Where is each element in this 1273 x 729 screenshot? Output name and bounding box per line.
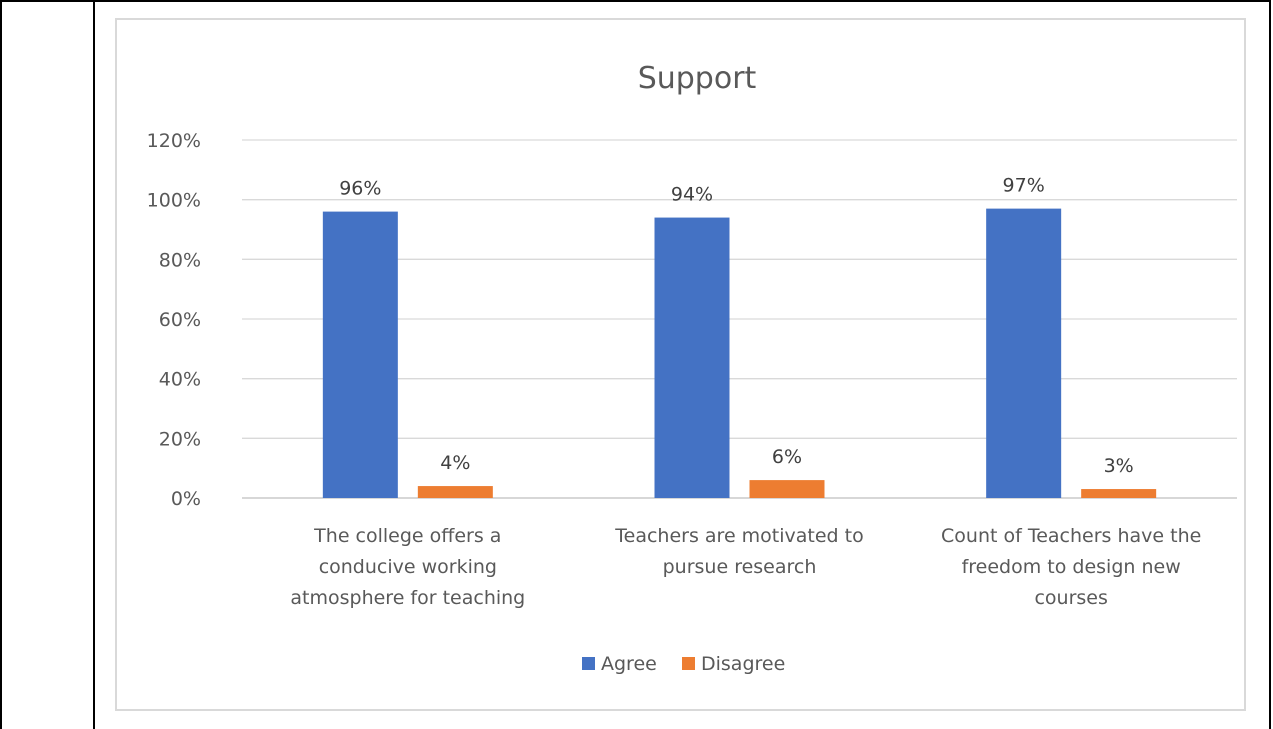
x-tick-label: pursue research: [663, 556, 817, 578]
x-tick-label: conducive working: [319, 556, 497, 578]
legend: Agree Disagree: [582, 653, 785, 675]
bar-agree: [654, 217, 730, 499]
y-tick-label: 80%: [159, 249, 201, 271]
data-label: 97%: [1003, 175, 1045, 197]
gridlines: [242, 139, 1237, 499]
bar-disagree: [417, 486, 493, 498]
x-tick-label: Teachers are motivated to: [614, 525, 863, 547]
table-column-divider: [93, 0, 95, 729]
data-labels: 96% 4% 94% 6% 97% 3%: [339, 175, 1134, 477]
y-tick-label: 120%: [147, 130, 201, 152]
bar-agree: [986, 208, 1062, 498]
x-tick-label: The college offers a: [313, 525, 501, 547]
bar-chart: Support 0% 20% 40% 60% 80% 100% 120% 96% 4% 94% 6…: [147, 61, 1237, 675]
data-label: 96%: [339, 178, 381, 200]
bars: [322, 208, 1157, 499]
legend-label: Agree: [601, 653, 657, 675]
data-label: 3%: [1104, 455, 1134, 477]
legend-swatch: [582, 657, 595, 670]
bar-disagree: [1081, 489, 1157, 498]
bar-agree: [322, 211, 398, 498]
data-label: 94%: [671, 184, 713, 206]
x-tick-label: atmosphere for teaching: [290, 587, 525, 609]
x-axis-labels: The college offers a conducive working atm…: [290, 525, 1201, 609]
y-tick-label: 20%: [159, 428, 201, 450]
legend-swatch: [682, 657, 695, 670]
x-tick-label: Count of Teachers have the: [941, 525, 1201, 547]
bar-disagree: [749, 480, 825, 498]
y-tick-label: 60%: [159, 309, 201, 331]
x-tick-label: courses: [1034, 587, 1107, 609]
y-tick-label: 40%: [159, 369, 201, 391]
y-axis-ticks: 0% 20% 40% 60% 80% 100% 120%: [147, 130, 201, 510]
chart-container: Support 0% 20% 40% 60% 80% 100% 120% 96% 4% 94% 6…: [115, 18, 1246, 711]
y-tick-label: 0%: [171, 488, 201, 510]
data-label: 6%: [772, 446, 802, 468]
y-tick-label: 100%: [147, 190, 201, 212]
x-tick-label: freedom to design new: [962, 556, 1181, 578]
legend-label: Disagree: [701, 653, 785, 675]
data-label: 4%: [440, 452, 470, 474]
chart-title: Support: [638, 61, 757, 96]
